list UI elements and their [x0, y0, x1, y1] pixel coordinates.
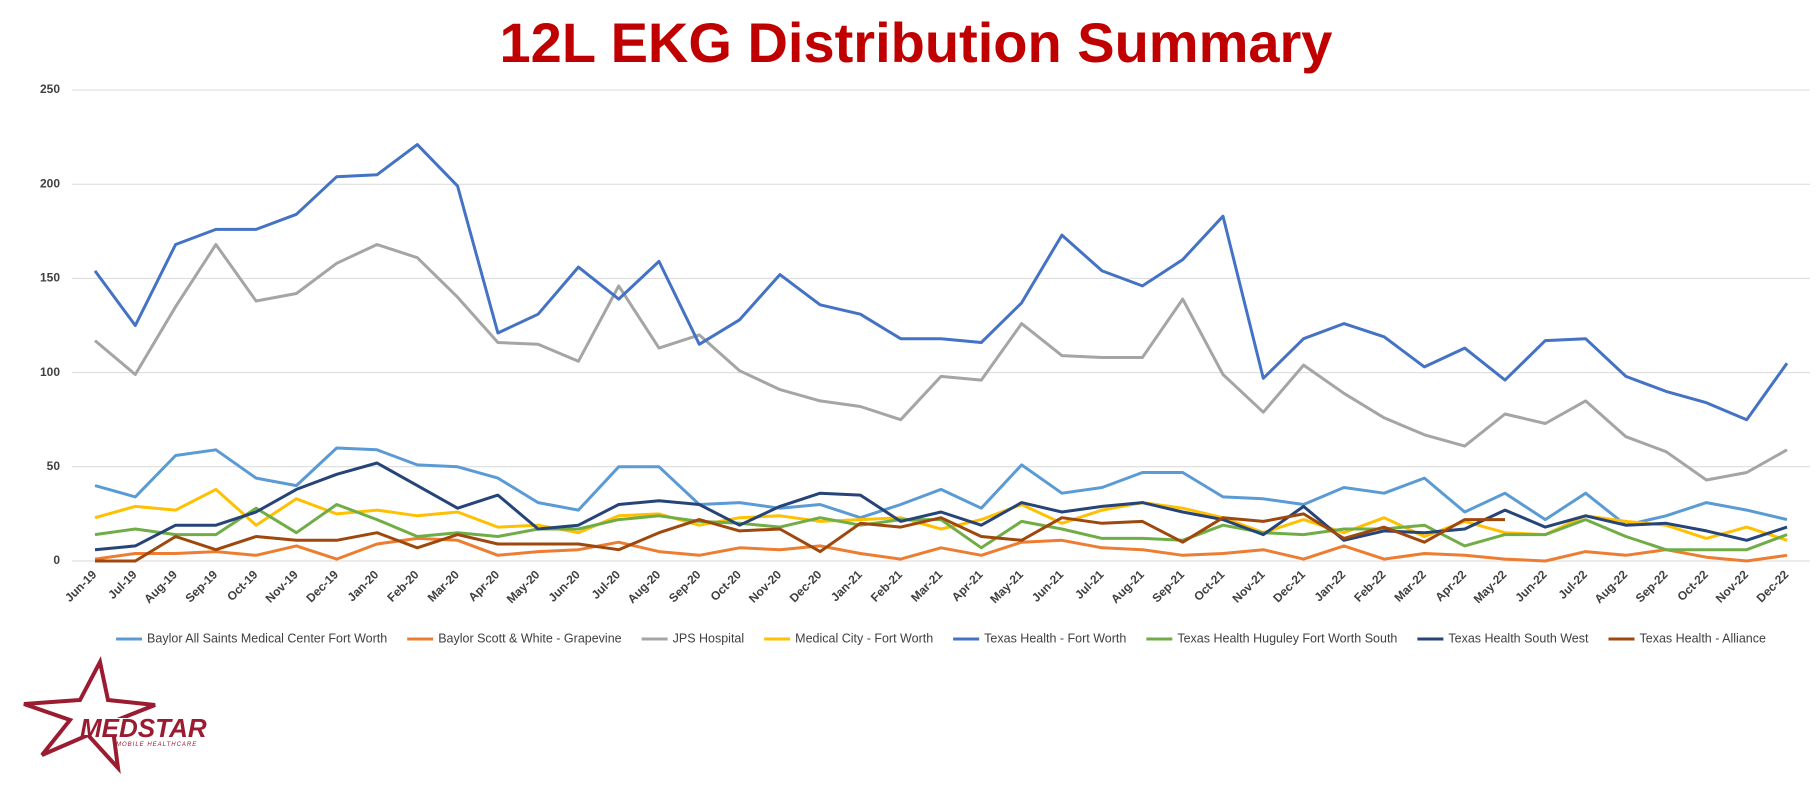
x-tick-label: Apr-21 [949, 567, 986, 604]
series-line [94, 503, 1788, 552]
x-tick-label: Jul-22 [1556, 567, 1591, 602]
legend-label: Baylor Scott & White - Grapevine [438, 631, 621, 645]
logo-name: MEDSTAR [80, 713, 207, 743]
series-line [94, 487, 1788, 542]
x-tick-label: Jun-19 [62, 567, 99, 604]
x-tick-label: Jun-22 [1512, 567, 1549, 604]
y-tick-label: 100 [40, 365, 60, 379]
x-tick-label: Jan-21 [828, 567, 865, 604]
x-tick-label: Aug-22 [1592, 567, 1631, 606]
logo-tagline: MOBILE HEALTHCARE [116, 742, 197, 748]
x-tick-label: Mar-21 [908, 567, 945, 604]
chart-title: 12L EKG Distribution Summary [500, 11, 1333, 74]
legend-label: Baylor All Saints Medical Center Fort Wo… [147, 631, 387, 645]
y-tick-label: 50 [47, 459, 61, 473]
x-tick-label: Mar-20 [425, 567, 462, 604]
x-tick-label: May-21 [987, 567, 1026, 606]
x-tick-label: Dec-22 [1754, 567, 1792, 605]
x-tick-label: Feb-22 [1351, 567, 1388, 604]
x-tick-label: Oct-22 [1674, 567, 1711, 604]
y-tick-label: 150 [40, 271, 60, 285]
x-tick-label: Jul-21 [1072, 567, 1107, 602]
x-tick-label: Oct-21 [1191, 567, 1228, 604]
series-line [94, 461, 1788, 552]
x-tick-label: Jun-21 [1029, 567, 1066, 604]
x-tick-label: Nov-21 [1229, 567, 1267, 605]
x-tick-label: Aug-19 [141, 567, 180, 606]
x-tick-label: Dec-19 [303, 567, 341, 605]
series-line [94, 446, 1788, 527]
series-line [95, 512, 1505, 563]
series-line [94, 243, 1788, 482]
legend: Baylor All Saints Medical Center Fort Wo… [116, 631, 1766, 645]
x-tick-label: Mar-22 [1392, 567, 1429, 604]
x-tick-label: Jul-19 [105, 567, 140, 602]
x-tick-label: Dec-21 [1270, 567, 1308, 605]
x-tick-label: Oct-20 [708, 567, 745, 604]
x-tick-label: Oct-19 [224, 567, 261, 604]
legend-label: Texas Health Huguley Fort Worth South [1177, 631, 1397, 645]
x-tick-label: Sep-19 [182, 567, 220, 605]
logo-band [74, 718, 210, 735]
legend-label: Texas Health - Alliance [1639, 631, 1766, 645]
x-tick-label: May-22 [1471, 567, 1510, 606]
x-tick-label: Apr-20 [465, 567, 502, 604]
x-tick-label: Aug-20 [625, 567, 664, 606]
x-tick-label: Apr-22 [1432, 567, 1469, 604]
y-tick-label: 0 [53, 553, 60, 567]
x-tick-label: Sep-21 [1149, 567, 1187, 605]
x-tick-label: Jun-20 [546, 567, 583, 604]
x-tick-label: May-20 [504, 567, 543, 606]
legend-label: JPS Hospital [673, 631, 745, 645]
x-tick-label: Nov-19 [263, 567, 301, 605]
legend-label: Texas Health - Fort Worth [984, 631, 1126, 645]
x-tick-label: Nov-22 [1713, 567, 1751, 605]
x-tick-label: Dec-20 [787, 567, 825, 605]
x-tick-label: Jan-22 [1311, 567, 1348, 604]
series-line [93, 143, 1789, 422]
x-tick-label: Feb-21 [868, 567, 905, 604]
legend-label: Texas Health South West [1448, 631, 1589, 645]
logo: MEDSTAR MOBILE HEALTHCARE [23, 656, 210, 775]
y-tick-label: 200 [40, 176, 60, 190]
x-tick-label: Jul-20 [589, 567, 624, 602]
x-tick-label: Jan-20 [345, 567, 382, 604]
x-tick-label: Feb-20 [384, 567, 421, 604]
x-tick-label: Nov-20 [746, 567, 784, 605]
x-tick-label: Aug-21 [1108, 567, 1147, 606]
legend-label: Medical City - Fort Worth [795, 631, 933, 645]
x-tick-label: Sep-20 [666, 567, 704, 605]
series-line [94, 536, 1788, 563]
x-tick-label: Sep-22 [1633, 567, 1671, 605]
y-tick-label: 250 [40, 82, 60, 96]
